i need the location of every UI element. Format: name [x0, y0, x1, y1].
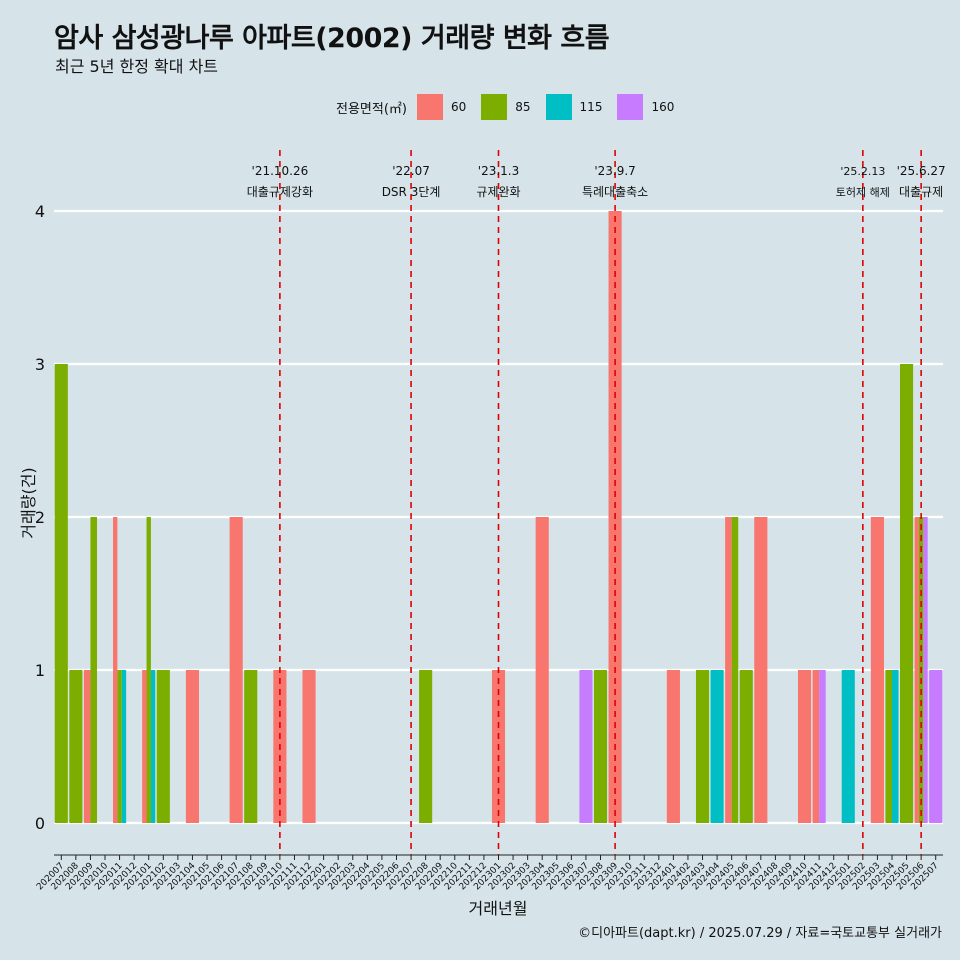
bar-202411-60 — [812, 670, 820, 823]
y-tick-label: 0 — [35, 814, 45, 833]
y-tick-label: 1 — [35, 661, 45, 680]
bar-202405-85 — [731, 517, 739, 823]
source-caption: ©디아파트(dapt.kr) / 2025.07.29 / 자료=국토교통부 실… — [578, 926, 942, 941]
bar-202101-115 — [150, 670, 156, 823]
bar-202506-60 — [914, 517, 919, 823]
event-date-202207: '22.07 — [392, 164, 430, 178]
bar-202007-85 — [54, 364, 68, 823]
legend-label-85: 85 — [515, 100, 531, 114]
bar-202506-160 — [923, 517, 928, 823]
legend-item-160: 160 — [617, 94, 682, 120]
bar-202505-85 — [900, 364, 914, 823]
event-label-202506: 대출규제 — [899, 185, 943, 199]
bar-202009-85 — [90, 517, 97, 823]
event-label-202309: 특례대출축소 — [582, 185, 648, 199]
event-date-202506: '25.6.27 — [897, 164, 946, 178]
bar-202504-115 — [891, 670, 899, 823]
bar-202101-85 — [146, 517, 151, 823]
bar-202411-160 — [819, 670, 826, 823]
y-tick-label: 2 — [35, 508, 45, 527]
legend: 전용면적(㎡) 60 85 115 160 — [336, 93, 689, 121]
bar-202104-60 — [185, 670, 200, 823]
legend-key-115 — [545, 94, 572, 120]
legend-key-60 — [416, 94, 443, 120]
bar-202108-85 — [244, 670, 258, 823]
bar-202404-115 — [710, 670, 724, 823]
event-label-202110: 대출규제강화 — [247, 185, 313, 199]
legend-item-85: 85 — [481, 94, 538, 120]
legend-title: 전용면적(㎡) — [336, 101, 407, 117]
x-axis-title: 거래년월 — [469, 899, 528, 918]
legend-label-115: 115 — [579, 100, 603, 114]
legend-label-60: 60 — [450, 100, 467, 114]
bar-202008-85 — [69, 670, 83, 823]
bar-202410-60 — [797, 670, 812, 823]
bar-202503-60 — [870, 517, 884, 823]
bar-202101-60 — [142, 670, 147, 823]
event-label-202301: 규제완화 — [476, 185, 520, 199]
event-date-202301: '23.1.3 — [478, 164, 519, 178]
bar-202107-60 — [229, 517, 243, 823]
bar-202208-85 — [419, 670, 433, 823]
bar-202501-115 — [841, 670, 855, 823]
bar-202406-85 — [739, 670, 753, 823]
event-date-202309: '23.9.7 — [594, 164, 635, 178]
legend-key-160 — [617, 94, 644, 120]
event-label-202207: DSR 3단계 — [382, 185, 441, 199]
y-tick-label: 4 — [35, 202, 45, 221]
bar-202011-85 — [117, 670, 122, 823]
chart-title: 암사 삼성광나루 아파트(2002) 거래량 변화 흐름 — [54, 23, 610, 54]
y-tick-label: 3 — [35, 355, 45, 374]
event-date-202110: '21.10.26 — [252, 164, 309, 178]
bar-202307-160 — [579, 670, 593, 823]
legend-item-60: 60 — [416, 94, 474, 120]
bar-202011-60 — [113, 517, 118, 823]
bar-202009-60 — [83, 670, 91, 823]
legend-key-85 — [481, 94, 508, 120]
bar-202308-85 — [593, 670, 608, 823]
bar-202405-60 — [725, 517, 732, 823]
bar-202403-85 — [695, 670, 710, 823]
legend-item-115: 115 — [545, 94, 611, 120]
bar-202401-60 — [666, 670, 680, 823]
event-date-202502: '25.2.13 — [840, 165, 885, 178]
event-label-202502: 토허제 해제 — [836, 185, 890, 199]
bar-202304-60 — [535, 517, 549, 823]
bar-202102-85 — [156, 670, 170, 823]
bar-202504-85 — [885, 670, 892, 823]
legend-label-160: 160 — [651, 100, 675, 114]
bar-202507-160 — [929, 670, 943, 823]
y-axis-title: 거래량(건) — [19, 467, 38, 538]
bar-202112-60 — [302, 670, 316, 823]
bar-202011-115 — [121, 670, 127, 823]
bar-202407-60 — [754, 517, 768, 823]
chart-subtitle: 최근 5년 한정 확대 차트 — [55, 57, 219, 76]
